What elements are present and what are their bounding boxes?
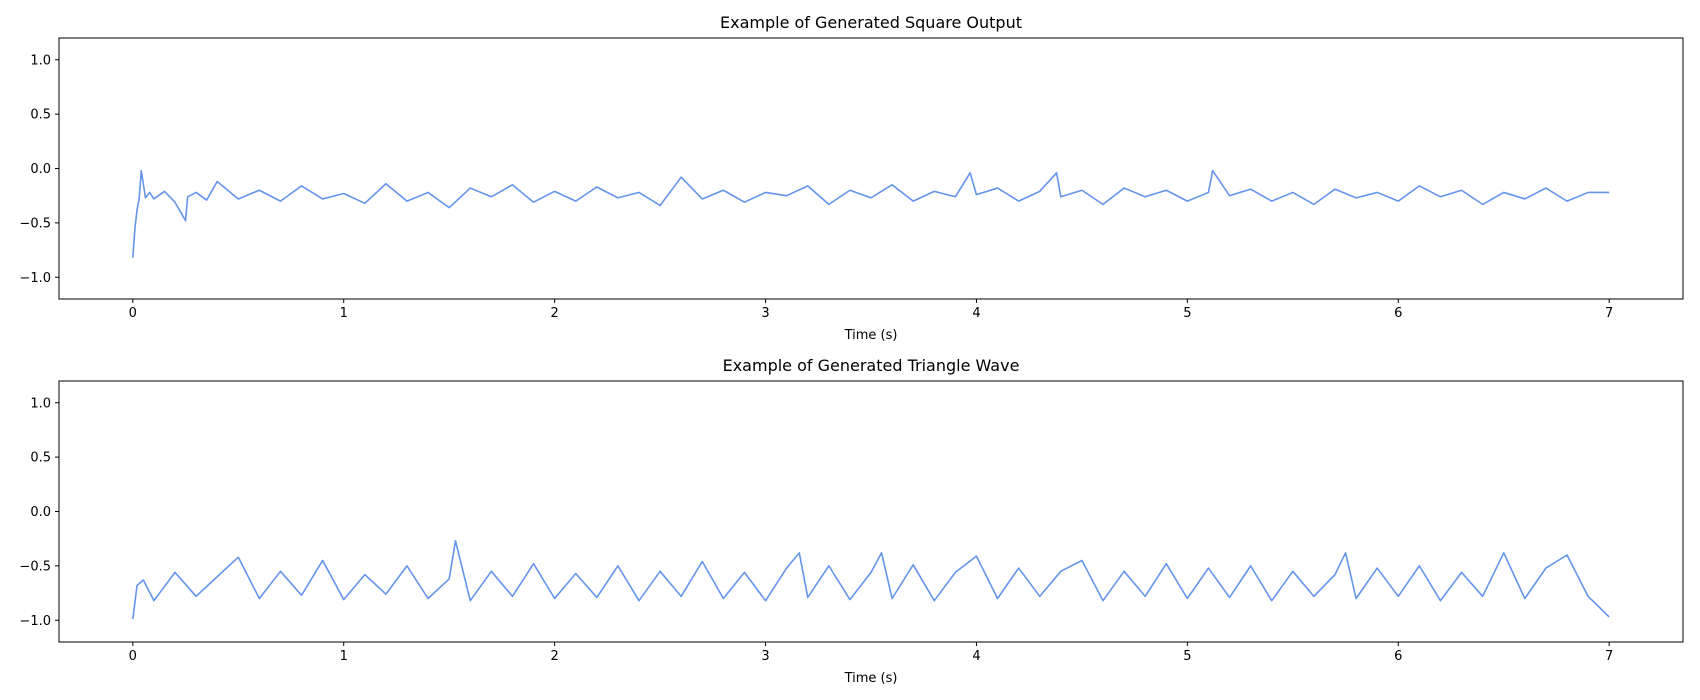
bottom-panel-x-tick-label: 3 (761, 649, 769, 664)
top-panel-x-axis-label: Time (s) (844, 328, 898, 343)
bottom-panel-x-tick-label: 2 (550, 649, 558, 664)
top-panel-x-tick-label: 6 (1394, 306, 1402, 321)
top-panel-y-tick-label: 0.0 (30, 162, 51, 177)
top-panel-series-line (132, 169, 1610, 258)
top-panel-x-tick-label: 7 (1605, 306, 1613, 321)
top-panel-x-tick-label: 0 (129, 306, 137, 321)
bottom-panel-y-tick-label: 0.5 (30, 451, 51, 466)
bottom-panel-y-tick-label: 0.0 (30, 505, 51, 520)
top-panel-x-tick-label: 3 (761, 306, 769, 321)
bottom-panel-x-tick-label: 0 (129, 649, 137, 664)
bottom-panel-title: Example of Generated Triangle Wave (723, 356, 1020, 375)
bottom-panel-x-tick-label: 7 (1605, 649, 1613, 664)
bottom-panel-x-tick-label: 4 (972, 649, 980, 664)
bottom-panel-y-tick-label: 1.0 (30, 396, 51, 411)
bottom-panel-plot-area: 0 1 2 3 4 5 6 7 −1.0 −0.5 0.0 0.5 1.0 (19, 380, 1684, 664)
top-panel-y-tick-label: 1.0 (30, 53, 51, 68)
bottom-panel-x-tick-label: 5 (1183, 649, 1191, 664)
top-panel-x-tick-label: 1 (340, 306, 348, 321)
top-panel-x-tick-label: 4 (972, 306, 980, 321)
top-panel-x-tick-label: 2 (550, 306, 558, 321)
bottom-panel-y-tick-label: −1.0 (19, 614, 51, 629)
bottom-panel-y-tick-label: −0.5 (19, 559, 51, 574)
top-panel: Example of Generated Square Output 0 1 2 3 4… (19, 13, 1684, 343)
top-panel-plot-area: 0 1 2 3 4 5 6 7 −1.0 −0.5 0.0 0.5 1.0 (19, 37, 1684, 321)
top-panel-y-tick-label: −1.0 (19, 271, 51, 286)
bottom-panel: Example of Generated Triangle Wave 0 1 2 3 4… (19, 356, 1684, 686)
top-panel-y-tick-label: 0.5 (30, 108, 51, 123)
top-panel-title: Example of Generated Square Output (720, 13, 1022, 32)
top-panel-x-tick-label: 5 (1183, 306, 1191, 321)
top-panel-y-tick-label: −0.5 (19, 216, 51, 231)
bottom-panel-series-line (132, 540, 1610, 620)
bottom-panel-x-axis-label: Time (s) (844, 671, 898, 686)
bottom-panel-x-tick-label: 6 (1394, 649, 1402, 664)
bottom-panel-x-tick-label: 1 (340, 649, 348, 664)
